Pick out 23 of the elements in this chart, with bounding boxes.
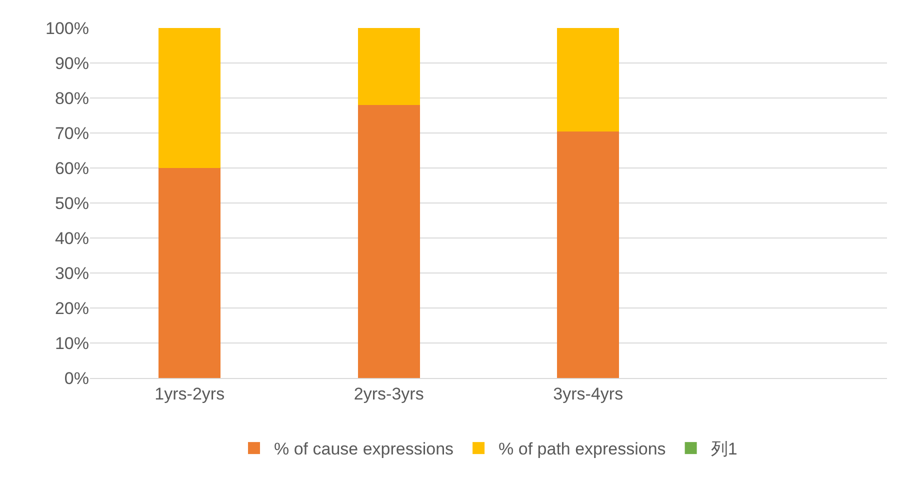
bar bbox=[358, 105, 420, 378]
y-tick-label: 10% bbox=[54, 334, 89, 353]
bar bbox=[158, 28, 221, 168]
y-tick-label: 30% bbox=[54, 264, 89, 283]
y-tick-label: 70% bbox=[54, 124, 89, 143]
y-tick-label: 60% bbox=[54, 158, 89, 178]
legend-label: % of path expressions bbox=[498, 440, 666, 459]
bar bbox=[358, 28, 420, 105]
x-tick-label: 3yrs-4yrs bbox=[553, 384, 624, 404]
y-tick-label: 40% bbox=[54, 228, 89, 248]
bar bbox=[158, 168, 221, 378]
legend-label: 列1 bbox=[710, 440, 738, 459]
legend-label: % of cause expressions bbox=[274, 440, 454, 459]
bar bbox=[557, 28, 620, 132]
y-tick-label: 100% bbox=[46, 18, 89, 38]
y-tick-label: 80% bbox=[54, 88, 89, 108]
x-tick-label: 2yrs-3yrs bbox=[354, 384, 424, 404]
bar bbox=[557, 131, 620, 378]
y-tick-label: 50% bbox=[54, 194, 89, 213]
y-tick-label: 20% bbox=[54, 298, 89, 318]
y-tick-label: 0% bbox=[64, 368, 89, 388]
y-tick-label: 90% bbox=[54, 54, 89, 73]
x-tick-label: 1yrs-2yrs bbox=[154, 384, 225, 404]
